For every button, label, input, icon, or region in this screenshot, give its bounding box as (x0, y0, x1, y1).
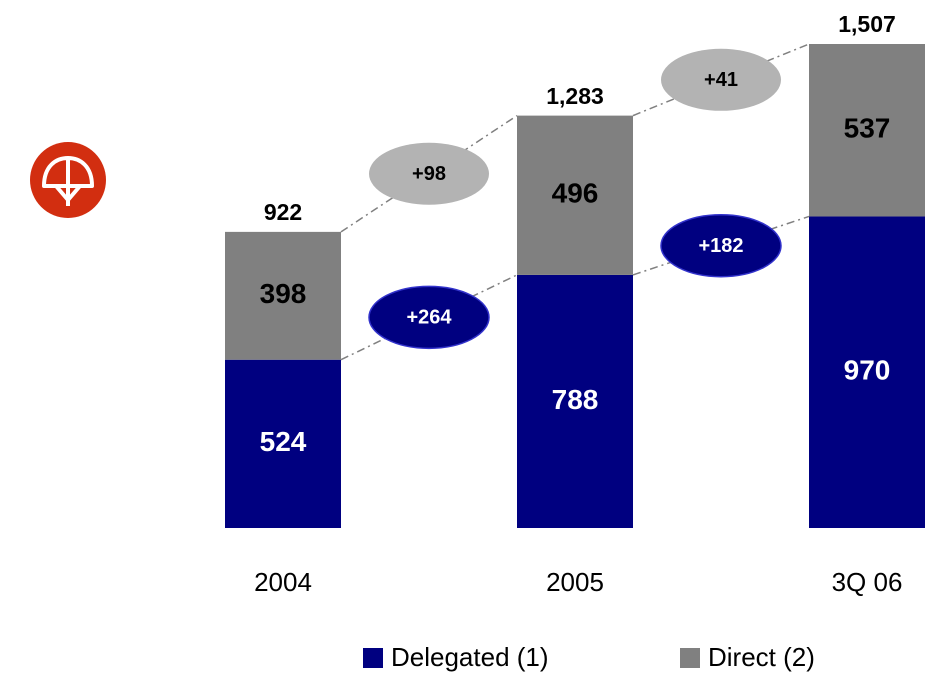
total-label: 1,507 (838, 11, 896, 37)
x-tick-label: 2005 (546, 567, 604, 597)
value-label: 788 (552, 384, 599, 415)
bar-segment (225, 359, 341, 528)
bar-segment (225, 231, 341, 360)
change-bubble (660, 213, 782, 278)
change-label: +98 (412, 163, 446, 185)
x-tick-label: 2004 (254, 567, 312, 597)
bar-segment (809, 216, 925, 528)
logo-icon (42, 156, 94, 206)
bar-segment (809, 44, 925, 217)
value-label: 537 (844, 113, 891, 144)
value-label: 496 (552, 178, 599, 209)
bar-segment (517, 115, 633, 275)
change-bubble (368, 285, 490, 350)
legend-label: Delegated (1) (391, 642, 549, 672)
legend-label: Direct (2) (708, 642, 815, 672)
change-label: +41 (704, 69, 738, 91)
value-label: 970 (844, 355, 891, 386)
change-label: +182 (698, 235, 743, 257)
legend-swatch (680, 648, 700, 668)
bar-segment (517, 274, 633, 528)
total-label: 922 (264, 199, 302, 225)
legend-swatch (363, 648, 383, 668)
change-label: +264 (406, 307, 452, 329)
total-label: 1,283 (546, 83, 604, 109)
value-label: 398 (260, 278, 307, 309)
x-tick-label: 3Q 06 (832, 567, 903, 597)
change-bubble (369, 142, 489, 205)
change-bubble (661, 48, 781, 111)
connector-line (340, 114, 518, 233)
logo (30, 142, 106, 218)
value-label: 524 (260, 426, 307, 457)
